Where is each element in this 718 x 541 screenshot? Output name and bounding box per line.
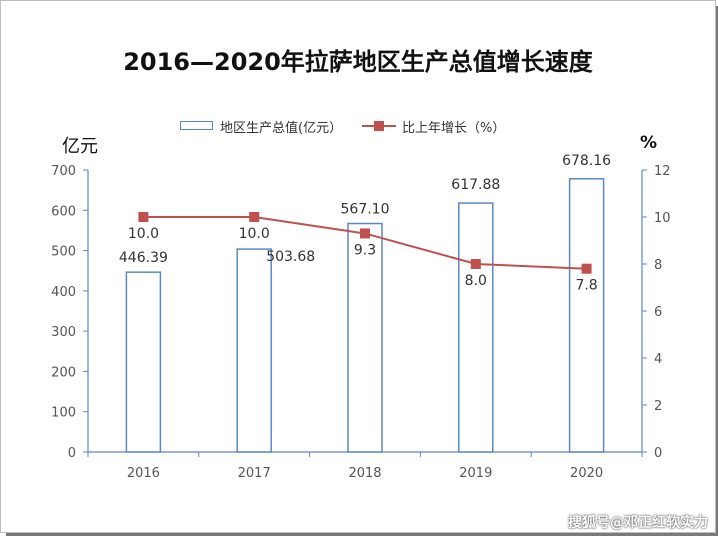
right-axis-unit: % bbox=[640, 133, 658, 153]
bar-value-label: 567.10 bbox=[341, 202, 390, 218]
bar bbox=[347, 222, 383, 453]
x-tick-label: 2016 bbox=[127, 466, 160, 481]
growth-marker bbox=[360, 228, 370, 239]
legend-bar-label: 地区生产总值(亿元） bbox=[220, 121, 343, 136]
left-tick-label: 200 bbox=[51, 365, 76, 380]
frame-shadow-right bbox=[716, 6, 718, 535]
right-tick-label: 2 bbox=[654, 399, 662, 414]
right-tick-label: 0 bbox=[654, 446, 662, 461]
bar bbox=[236, 248, 272, 453]
right-tick-label: 4 bbox=[654, 352, 662, 367]
growth-value-label: 8.0 bbox=[465, 273, 487, 289]
growth-marker bbox=[581, 263, 592, 274]
left-tick-label: 100 bbox=[51, 406, 76, 421]
growth-value-label: 7.8 bbox=[575, 278, 597, 294]
left-axis-unit: 亿元 bbox=[62, 136, 98, 157]
growth-marker bbox=[249, 212, 260, 222]
right-tick-label: 8 bbox=[654, 258, 662, 273]
legend-line-label: 比上年增长（%） bbox=[402, 121, 506, 136]
frame-shadow-bottom bbox=[6, 533, 718, 536]
bar bbox=[125, 271, 162, 453]
legend-bar-swatch bbox=[180, 121, 213, 130]
bar bbox=[458, 202, 494, 453]
right-tick-label: 10 bbox=[654, 211, 671, 226]
left-tick-label: 400 bbox=[51, 285, 76, 300]
x-tick-label: 2020 bbox=[570, 466, 603, 481]
bar bbox=[568, 178, 605, 453]
left-tick-label: 500 bbox=[51, 245, 76, 260]
bar-value-label: 678.16 bbox=[562, 153, 611, 169]
growth-marker bbox=[470, 259, 481, 269]
watermark: 搜狐号@邓正红软实力 bbox=[568, 515, 708, 531]
left-tick-label: 0 bbox=[68, 446, 76, 461]
growth-value-label: 10.0 bbox=[128, 226, 159, 242]
bar-value-label: 446.39 bbox=[119, 250, 168, 266]
bar-value-label: 617.88 bbox=[451, 177, 500, 193]
x-tick-label: 2017 bbox=[238, 466, 271, 481]
left-tick-label: 700 bbox=[51, 164, 76, 179]
right-tick-label: 6 bbox=[654, 305, 662, 320]
chart-title: 2016—2020年拉萨地区生产总值增长速度 bbox=[123, 48, 593, 76]
growth-value-label: 10.0 bbox=[239, 226, 270, 242]
bar-value-label: 503.68 bbox=[266, 249, 315, 265]
left-tick-label: 600 bbox=[51, 204, 76, 219]
left-tick-label: 300 bbox=[51, 325, 76, 340]
growth-value-label: 9.3 bbox=[354, 242, 376, 258]
growth-marker bbox=[138, 212, 149, 222]
x-tick-label: 2018 bbox=[348, 466, 381, 481]
legend-line-swatch bbox=[362, 121, 396, 131]
right-tick-label: 12 bbox=[654, 164, 671, 179]
x-tick-label: 2019 bbox=[459, 466, 492, 481]
